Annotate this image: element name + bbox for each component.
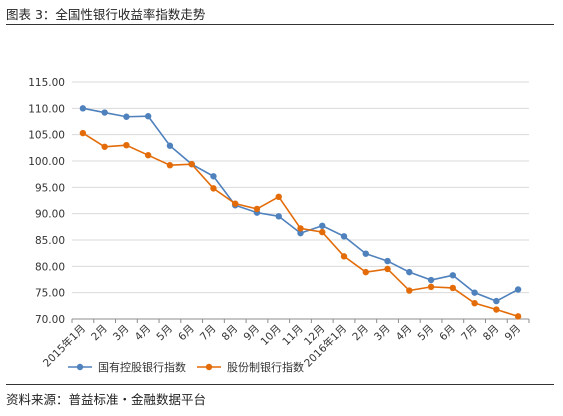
grid-lines [72, 81, 529, 320]
x-tick-label: 5月 [416, 323, 437, 344]
data-point [471, 300, 478, 307]
data-point [340, 253, 348, 260]
data-point [297, 225, 304, 232]
x-tick-label: 2月 [89, 323, 110, 344]
data-point [297, 229, 304, 237]
data-point [210, 185, 217, 192]
data-point [79, 129, 87, 137]
source-note: 资料来源：普益标准・金融数据平台 [6, 392, 207, 407]
legend-marker [205, 363, 213, 371]
data-point [210, 173, 217, 180]
data-point [144, 152, 152, 159]
y-tick-label: 95.00 [35, 182, 65, 194]
x-tick-label: 4月 [133, 323, 154, 344]
y-tick-label: 100.00 [28, 156, 65, 168]
data-point [79, 105, 87, 112]
line-chart: 115.00 110.00 105.00 100.00 95.00 90.00 85.00 8… [28, 77, 530, 374]
data-point [449, 272, 457, 279]
data-point [166, 142, 174, 149]
x-tick-label: 9月 [503, 323, 524, 344]
y-tick-label: 80.00 [35, 261, 65, 273]
data-point [253, 205, 261, 213]
x-tick-label: 3月 [111, 323, 132, 344]
y-tick-label: 90.00 [35, 209, 65, 221]
data-point [362, 268, 369, 276]
y-tick-label: 85.00 [35, 235, 65, 247]
y-tick-label: 75.00 [35, 288, 65, 300]
page-title: 图表 3：全国性银行收益率指数走势 [6, 7, 206, 22]
y-axis-ticks: 115.00 110.00 105.00 100.00 95.00 90.00 85.00 8… [28, 77, 65, 326]
title-bar: 图表 3：全国性银行收益率指数走势 [6, 0, 554, 25]
x-tick-label: 7月 [198, 323, 219, 344]
data-point [449, 284, 457, 292]
data-point [101, 109, 108, 116]
x-tick-label: 5月 [154, 323, 175, 344]
data-point [123, 142, 130, 149]
x-tick-label: 4月 [394, 323, 415, 344]
data-point [406, 287, 413, 294]
data-point [427, 276, 435, 284]
data-point [123, 113, 130, 120]
data-point [427, 283, 435, 291]
data-point [319, 228, 326, 236]
data-point [362, 250, 369, 257]
data-point [471, 289, 478, 296]
data-point [514, 286, 522, 293]
y-tick-label: 115.00 [28, 77, 65, 89]
x-tick-label: 7月 [459, 323, 480, 344]
data-point [101, 143, 108, 150]
x-tick-label: 6月 [437, 323, 458, 344]
legend: 国有控股银行指数 股份制银行指数 [68, 360, 304, 374]
legend-label: 股份制银行指数 [227, 360, 304, 374]
y-tick-label: 110.00 [28, 103, 65, 115]
data-point [275, 213, 282, 220]
footer: 资料来源：普益标准・金融数据平台 [6, 384, 554, 407]
x-tick-label: 6月 [176, 323, 197, 344]
data-point [493, 306, 500, 313]
data-point [384, 257, 391, 265]
data-point [144, 113, 152, 120]
x-tick-label: 11月 [280, 323, 305, 348]
x-tick-label: 8月 [481, 323, 502, 344]
x-tick-label: 2月 [350, 323, 371, 344]
data-point [493, 297, 500, 305]
x-tick-label: 3月 [372, 323, 393, 344]
x-tick-label: 2015年1月 [40, 322, 88, 370]
data-point [319, 222, 326, 229]
data-point [406, 268, 413, 276]
x-tick-label: 8月 [220, 323, 241, 344]
y-tick-label: 105.00 [28, 130, 65, 142]
data-point [166, 162, 174, 169]
data-point [275, 193, 282, 201]
legend-marker [76, 363, 84, 371]
data-point [340, 233, 348, 240]
data-point [384, 265, 391, 273]
series-layer [79, 105, 522, 320]
y-tick-label: 70.00 [35, 314, 65, 326]
data-point [232, 200, 239, 207]
data-point [514, 313, 522, 320]
data-point [188, 160, 195, 168]
legend-label: 国有控股银行指数 [98, 360, 186, 374]
x-tick-label: 10月 [258, 323, 283, 348]
